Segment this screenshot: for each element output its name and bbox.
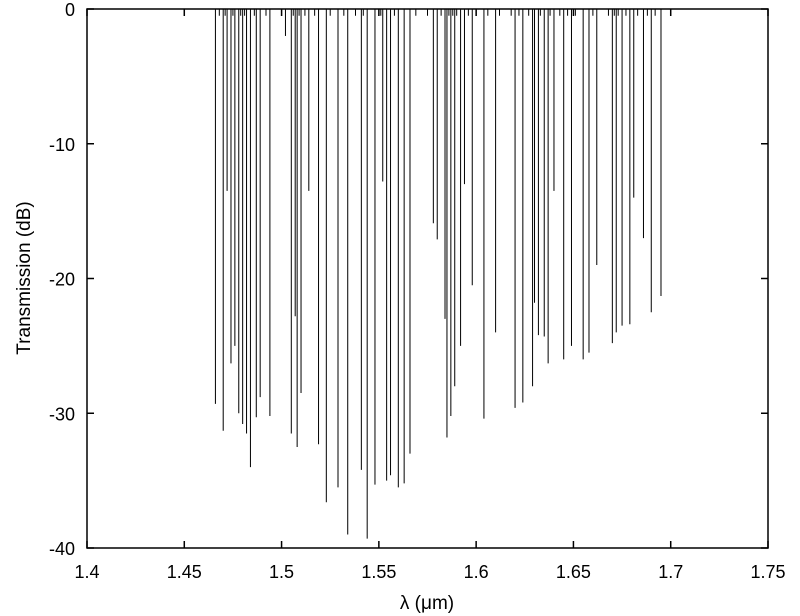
x-tick-label: 1.75: [750, 562, 785, 582]
y-tick-label: -40: [49, 539, 75, 559]
y-tick-label: 0: [65, 0, 75, 20]
x-tick-labels: 1.4 1.45 1.5 1.55 1.6 1.65 1.7 1.75: [74, 562, 785, 582]
axis-ticks: [86, 8, 769, 549]
plot-frame: [86, 8, 769, 549]
x-tick-label: 1.6: [464, 562, 489, 582]
x-axis-title: λ (μm): [400, 593, 454, 614]
y-tick-label: -10: [49, 135, 75, 155]
x-tick-label: 1.45: [167, 562, 202, 582]
y-tick-label: -20: [49, 270, 75, 290]
resonance-dips: [214, 9, 662, 539]
x-tick-label: 1.7: [658, 562, 683, 582]
x-tick-label: 1.65: [556, 562, 591, 582]
x-tick-label: 1.4: [74, 562, 99, 582]
x-tick-label: 1.5: [269, 562, 294, 582]
y-axis-title: Transmission (dB): [14, 201, 35, 354]
x-tick-label: 1.55: [361, 562, 396, 582]
y-tick-labels: 0 -10 -20 -30 -40: [49, 0, 75, 559]
y-tick-label: -30: [49, 404, 75, 424]
